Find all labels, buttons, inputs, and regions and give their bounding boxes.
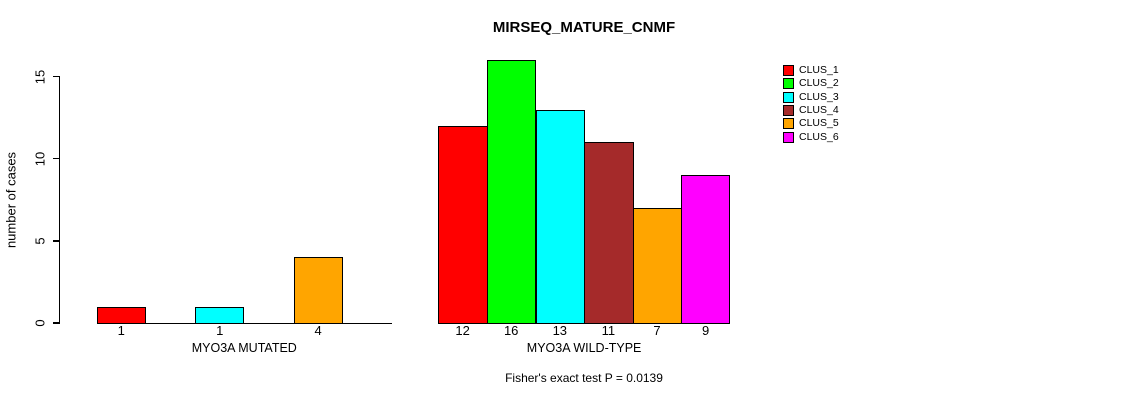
bar-value-label: 7 (653, 323, 661, 338)
y-axis-tick (53, 76, 60, 78)
y-axis-tick (53, 158, 60, 160)
legend-label: CLUS_2 (799, 77, 839, 90)
chart-title: MIRSEQ_MATURE_CNMF (492, 19, 676, 36)
y-axis-title: number of cases (3, 151, 19, 249)
legend-swatch (783, 131, 794, 143)
bar-CLUS_3 (195, 306, 245, 325)
bar-value-label: 16 (503, 323, 519, 338)
group-axis-label: MYO3A MUTATED (191, 341, 297, 355)
legend-swatch (783, 65, 794, 76)
group-axis-label: MYO3A WILD-TYPE (526, 341, 642, 355)
legend-swatch (783, 118, 794, 130)
bar-value-label: 13 (552, 323, 568, 338)
bar-CLUS_6 (681, 175, 730, 325)
bar-value-label: 11 (601, 323, 616, 338)
bar-value-label: 12 (455, 323, 470, 338)
bar-value-label: 9 (701, 323, 710, 338)
y-axis-line (58, 76, 60, 325)
legend-label: CLUS_4 (799, 103, 839, 116)
legend-label: CLUS_5 (799, 117, 839, 130)
y-axis-tick-label: 10 (32, 151, 48, 167)
legend-swatch (783, 91, 794, 103)
stat-caption: Fisher's exact test P = 0.0139 (505, 371, 663, 385)
bar-CLUS_5 (632, 208, 683, 325)
legend-label: CLUS_6 (799, 130, 839, 143)
bar-value-label: 1 (216, 323, 224, 338)
bar-CLUS_5 (293, 257, 343, 325)
y-axis-tick-label: 0 (32, 319, 48, 327)
bar-value-label: 1 (117, 323, 125, 338)
legend-swatch (783, 78, 794, 90)
bar-CLUS_4 (584, 142, 634, 325)
legend-label: CLUS_3 (799, 90, 839, 103)
legend-label: CLUS_1 (799, 64, 839, 76)
y-axis-tick-label: 15 (32, 69, 48, 84)
y-axis-tick (53, 322, 60, 324)
bar-CLUS_3 (535, 109, 586, 325)
y-axis-tick-label: 5 (32, 237, 48, 245)
bar-CLUS_2 (486, 60, 537, 325)
bar-CLUS_1 (438, 125, 488, 325)
x-axis-line (96, 323, 392, 325)
y-axis-tick (53, 240, 60, 242)
bar-CLUS_1 (96, 306, 146, 325)
bar-value-label: 4 (314, 323, 322, 338)
legend-swatch (783, 104, 794, 116)
